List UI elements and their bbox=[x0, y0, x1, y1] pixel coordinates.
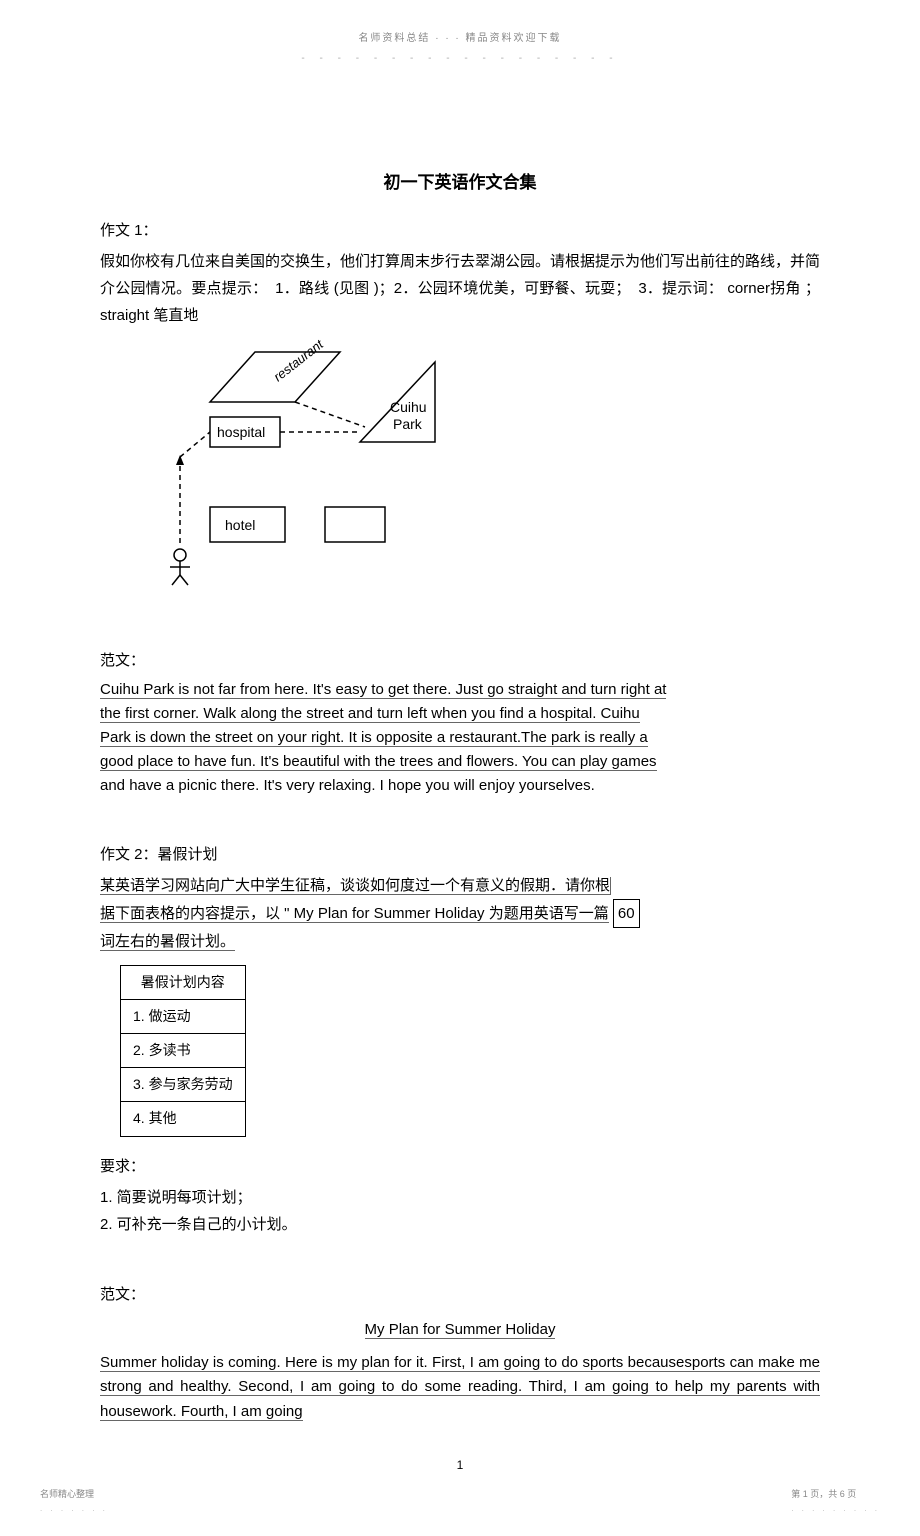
park-label-2: Park bbox=[393, 416, 423, 432]
essay2-english-title: My Plan for Summer Holiday bbox=[100, 1316, 820, 1343]
park-label-1: Cuihu bbox=[390, 399, 427, 415]
top-header-sub: - - - - - - - - - - - - - - - - - - bbox=[100, 50, 820, 68]
essay1-line1: Cuihu Park is not far from here. It's ea… bbox=[100, 681, 666, 699]
page-number: 1 bbox=[100, 1455, 820, 1477]
plan-table-header: 暑假计划内容 bbox=[121, 965, 246, 999]
req2: 2. 可补充一条自己的小计划。 bbox=[100, 1211, 820, 1238]
top-header: 名师资料总结 · · · 精品资料欢迎下载 - - - - - - - - - … bbox=[100, 30, 820, 68]
map-diagram: restaurant Cuihu Park hospital hotel bbox=[140, 337, 450, 596]
essay2-prompt: 某英语学习网站向广大中学生征稿，谈谈如何度过一个有意义的假期．请你根 据下面表格… bbox=[100, 872, 820, 955]
plan-table-row4: 4. 其他 bbox=[121, 1102, 246, 1136]
essay1-line2: the first corner. Walk along the street … bbox=[100, 705, 640, 723]
essay1-fanwen-label: 范文： bbox=[100, 647, 820, 674]
essay2-para1d: 词左右的暑假计划。 bbox=[100, 933, 235, 951]
essay2-para1c: 60 bbox=[613, 899, 640, 928]
requirements-label: 要求： bbox=[100, 1153, 820, 1180]
plan-table-row3: 3. 参与家务劳动 bbox=[121, 1068, 246, 1102]
essay1-line5: and have a picnic there. It's very relax… bbox=[100, 777, 595, 794]
plan-table-row1: 1. 做运动 bbox=[121, 999, 246, 1033]
essay2-english-body: Summer holiday is coming. Here is my pla… bbox=[100, 1351, 820, 1425]
hotel-label: hotel bbox=[225, 517, 255, 533]
plan-table: 暑假计划内容 1. 做运动 2. 多读书 3. 参与家务劳动 4. 其他 bbox=[120, 965, 246, 1137]
essay2-para1b: 据下面表格的内容提示，以 " My Plan for Summer Holida… bbox=[100, 905, 609, 923]
essay1-english: Cuihu Park is not far from here. It's ea… bbox=[100, 678, 820, 798]
footer-right-sub: . . . . . . . . . bbox=[791, 1502, 880, 1516]
restaurant-label: restaurant bbox=[271, 337, 327, 384]
hospital-label: hospital bbox=[217, 424, 265, 440]
top-header-text: 名师资料总结 · · · 精品资料欢迎下载 bbox=[358, 33, 561, 44]
essay2-fanwen-label: 范文： bbox=[100, 1281, 820, 1308]
essay1-prompt: 假如你校有几位来自美国的交换生，他们打算周末步行去翠湖公园。请根据提示为他们写出… bbox=[100, 248, 820, 329]
page-title: 初一下英语作文合集 bbox=[100, 168, 820, 199]
essay2-heading: 作文 2：暑假计划 bbox=[100, 841, 820, 868]
plan-table-row2: 2. 多读书 bbox=[121, 1033, 246, 1067]
footer-right: 第 1 页，共 6 页 . . . . . . . . . bbox=[791, 1486, 880, 1517]
footer-left: 名师精心整理 . . . . . . . bbox=[40, 1486, 108, 1517]
footer-left-sub: . . . . . . . bbox=[40, 1502, 108, 1516]
essay1-line3: Park is down the street on your right. I… bbox=[100, 729, 648, 747]
essay2-para1a: 某英语学习网站向广大中学生征稿，谈谈如何度过一个有意义的假期．请你根 bbox=[100, 877, 611, 895]
req1: 1. 简要说明每项计划； bbox=[100, 1184, 820, 1211]
essay1-line4: good place to have fun. It's beautiful w… bbox=[100, 753, 657, 771]
essay1-heading: 作文 1： bbox=[100, 217, 820, 244]
